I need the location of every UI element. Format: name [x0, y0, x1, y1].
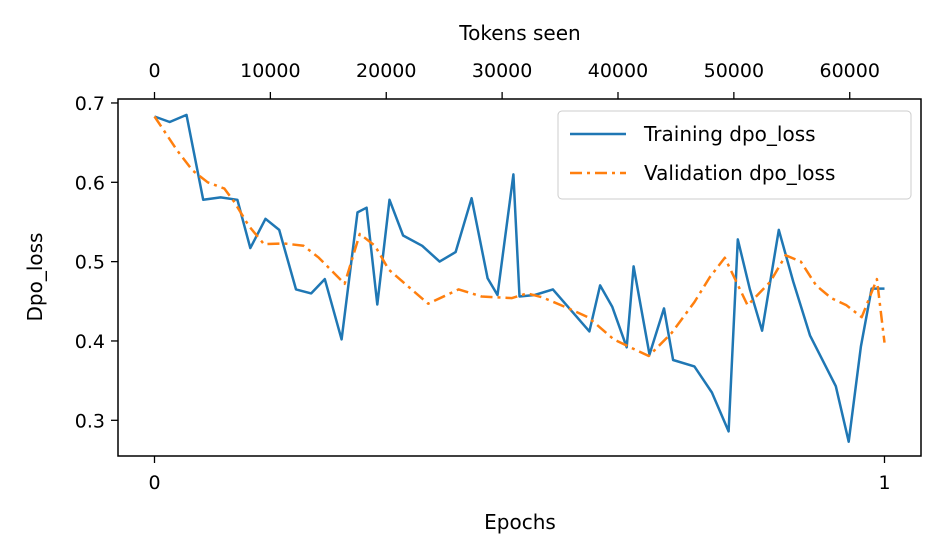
top-x-tick-label-4: 40000: [588, 60, 648, 82]
x-axis-title: Epochs: [484, 510, 556, 534]
series-layer: [153, 113, 886, 443]
top-x-tick-label-0: 0: [148, 60, 160, 82]
legend-label-validation: Validation dpo_loss: [644, 161, 835, 185]
y-tick-label-3: 0.6: [75, 172, 105, 194]
top-x-axis-ticks: 0 10000 20000 30000 40000 50000 60000: [148, 60, 880, 99]
x-tick-label-1: 1: [878, 472, 890, 494]
legend: Training dpo_loss Validation dpo_loss: [557, 110, 912, 200]
y-axis-ticks: 0.3 0.4 0.5 0.6 0.7: [75, 93, 118, 432]
top-x-tick-label-3: 30000: [472, 60, 532, 82]
series-line-training: [154, 113, 885, 443]
legend-box: [557, 110, 912, 200]
y-tick-label-0: 0.3: [75, 410, 105, 432]
series-line-validation: [153, 115, 886, 358]
y-tick-label-1: 0.4: [75, 331, 105, 353]
y-tick-label-4: 0.7: [75, 93, 105, 115]
top-x-tick-label-5: 50000: [704, 60, 764, 82]
y-tick-label-2: 0.5: [75, 252, 105, 274]
top-x-axis-title: Tokens seen: [458, 21, 580, 45]
top-x-tick-label-1: 10000: [240, 60, 300, 82]
x-tick-label-0: 0: [148, 472, 160, 494]
legend-label-training: Training dpo_loss: [643, 122, 816, 146]
top-x-tick-label-6: 60000: [820, 60, 880, 82]
top-x-tick-label-2: 20000: [356, 60, 416, 82]
y-axis-title: Dpo_loss: [23, 233, 47, 322]
